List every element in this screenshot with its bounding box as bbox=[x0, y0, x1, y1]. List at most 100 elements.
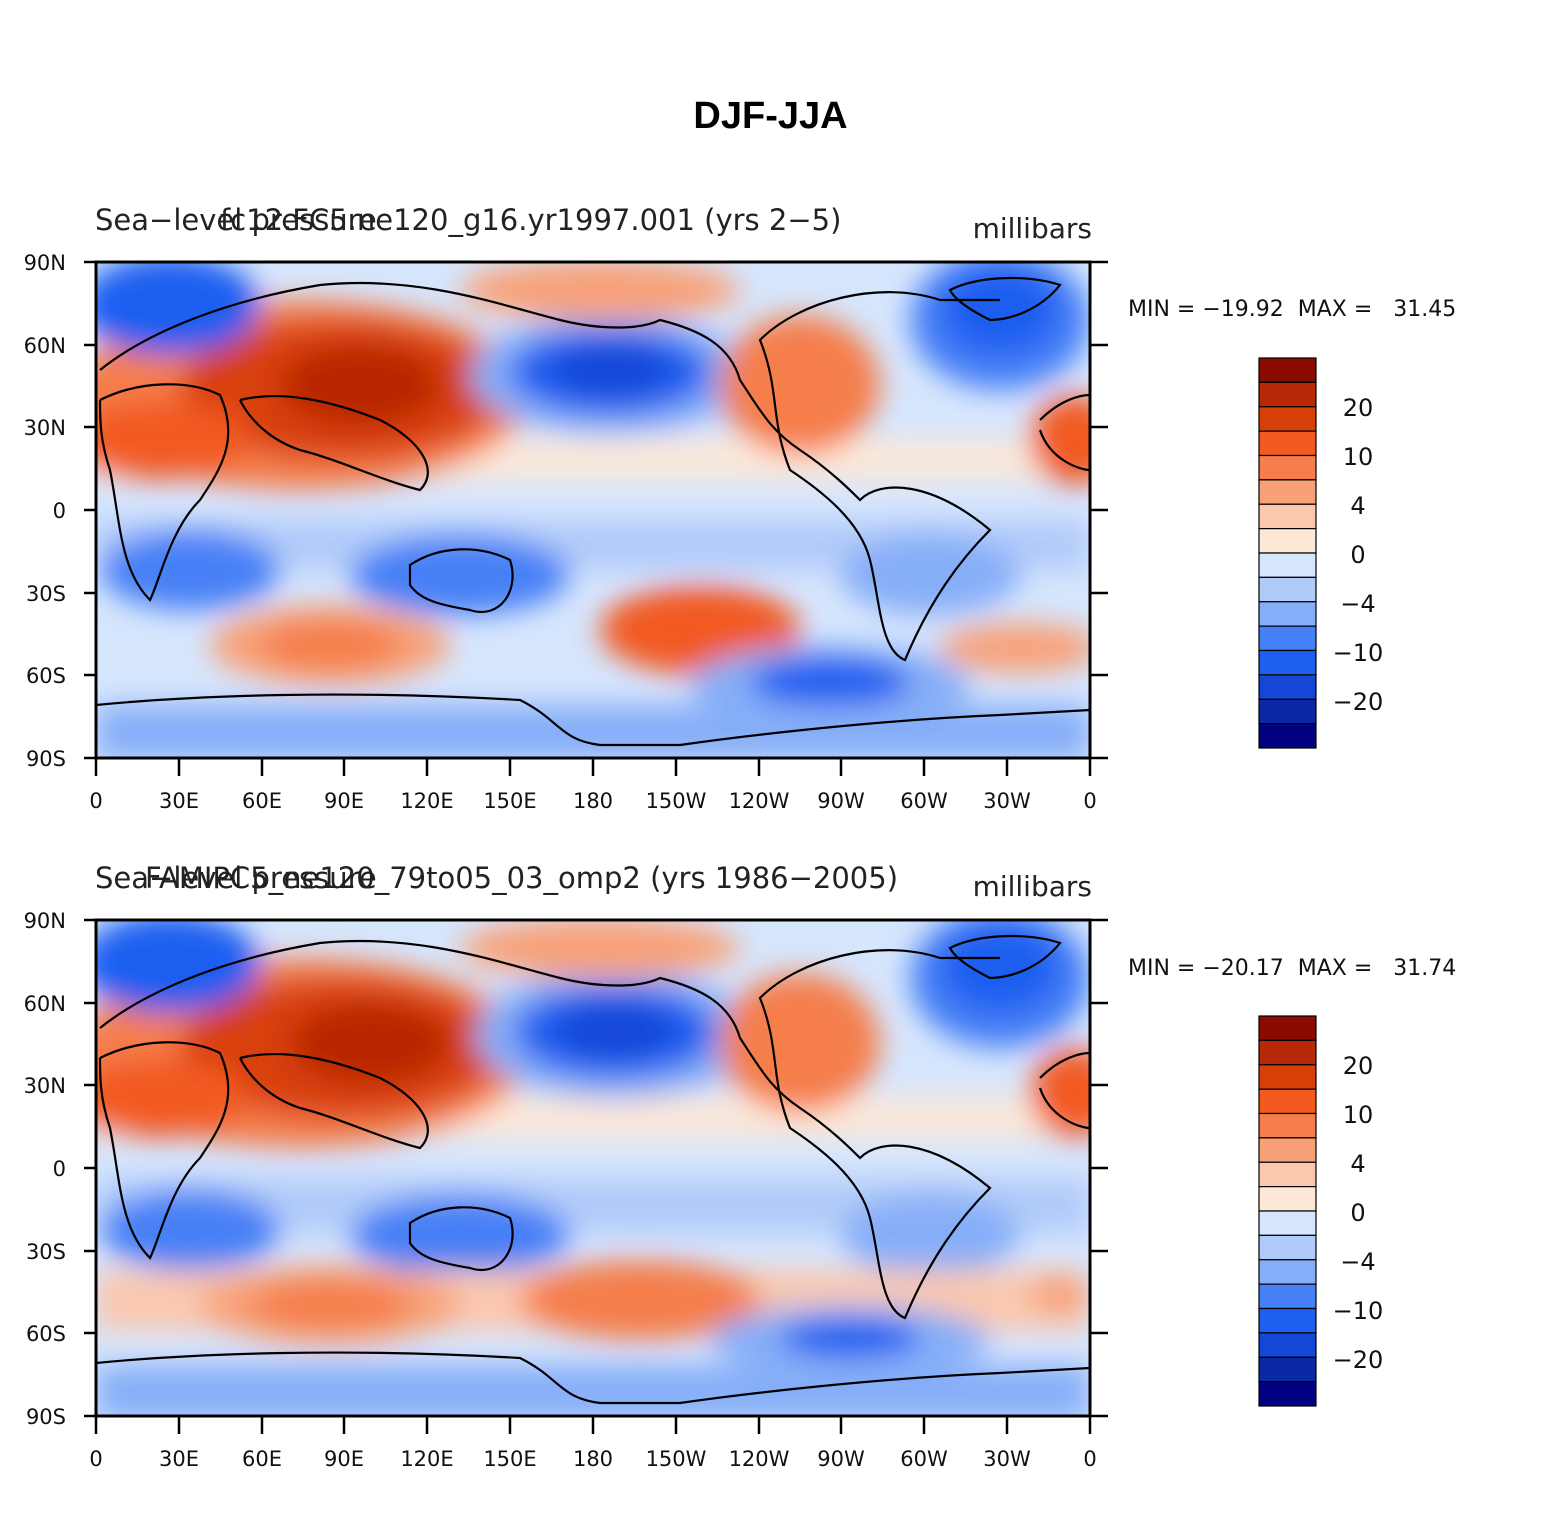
colorbar-swatch bbox=[1258, 1356, 1317, 1383]
top-case-label: fc12.FC5.ne120_g16.yr1997.001 (yrs 2−5) bbox=[220, 203, 841, 237]
colorbar-swatch bbox=[1258, 601, 1317, 627]
bottom-colorbar-label: 0 bbox=[1350, 1199, 1365, 1227]
colorbar-swatch bbox=[1258, 1088, 1317, 1115]
bottom-colorbar-label: 4 bbox=[1350, 1150, 1365, 1178]
bottom-lon-label: 150W bbox=[646, 1447, 707, 1471]
bottom-lon-label: 150E bbox=[483, 1447, 536, 1471]
bottom-lon-label: 60W bbox=[900, 1447, 948, 1471]
bottom-units-label: millibars bbox=[973, 870, 1092, 903]
top-map-field bbox=[96, 262, 1090, 758]
bottom-lon-label: 0 bbox=[1083, 1447, 1096, 1471]
bottom-lon-label: 180 bbox=[573, 1447, 613, 1471]
colorbar-swatch bbox=[1258, 1161, 1317, 1188]
top-lon-label: 180 bbox=[573, 789, 613, 813]
bottom-map-field bbox=[96, 920, 1090, 1416]
colorbar-swatch bbox=[1258, 625, 1317, 652]
top-lon-label: 120E bbox=[400, 789, 453, 813]
colorbar-swatch bbox=[1258, 723, 1317, 749]
colorbar-swatch bbox=[1258, 1332, 1317, 1358]
top-lat-label: 30N bbox=[24, 416, 66, 440]
top-colorbar bbox=[1258, 357, 1317, 749]
top-lon-label: 150E bbox=[483, 789, 536, 813]
bottom-lon-label: 90W bbox=[817, 1447, 865, 1471]
top-lat-label: 60S bbox=[26, 664, 66, 688]
bottom-lat-label: 0 bbox=[53, 1157, 66, 1181]
colorbar-swatch bbox=[1258, 1381, 1317, 1407]
bottom-lon-label: 0 bbox=[89, 1447, 102, 1471]
colorbar-swatch bbox=[1258, 454, 1317, 481]
colorbar-swatch bbox=[1258, 1283, 1317, 1310]
bottom-lon-label: 30W bbox=[983, 1447, 1031, 1471]
top-lon-label: 90E bbox=[324, 789, 364, 813]
colorbar-swatch bbox=[1258, 381, 1317, 408]
bottom-lon-label: 90E bbox=[324, 1447, 364, 1471]
bottom-lon-label: 120E bbox=[400, 1447, 453, 1471]
top-minmax: MIN = −19.92 MAX = 31.45 bbox=[1128, 297, 1456, 322]
colorbar-swatch bbox=[1258, 1234, 1317, 1261]
top-variable-label: Sea−level pressure bbox=[95, 203, 377, 237]
top-axis-ticks bbox=[84, 260, 1108, 776]
bottom-lat-label: 60S bbox=[26, 1322, 66, 1346]
bottom-colorbar bbox=[1258, 1015, 1317, 1407]
colorbar-swatch bbox=[1258, 430, 1317, 457]
colorbar-swatch bbox=[1258, 1112, 1317, 1139]
top-lat-label: 90S bbox=[26, 747, 66, 771]
colorbar-swatch bbox=[1258, 1039, 1317, 1066]
bottom-colorbar-label: −4 bbox=[1340, 1248, 1375, 1276]
colorbar-swatch bbox=[1258, 576, 1317, 603]
colorbar-swatch bbox=[1258, 503, 1317, 530]
bottom-colorbar-label: 20 bbox=[1343, 1052, 1374, 1080]
colorbar-swatch bbox=[1258, 552, 1317, 578]
top-lat-label: 0 bbox=[53, 499, 66, 523]
colorbar-swatch bbox=[1258, 406, 1317, 432]
colorbar-swatch bbox=[1258, 698, 1317, 725]
colorbar-swatch bbox=[1258, 528, 1317, 554]
top-lat-label: 90N bbox=[24, 251, 66, 275]
top-colorbar-label: −4 bbox=[1340, 590, 1375, 618]
top-lon-label: 0 bbox=[89, 789, 102, 813]
colorbar-swatch bbox=[1258, 1210, 1317, 1236]
top-colorbar-label: 4 bbox=[1350, 492, 1365, 520]
bottom-lon-label: 60E bbox=[242, 1447, 282, 1471]
bottom-lat-label: 30S bbox=[26, 1240, 66, 1264]
top-lon-label: 90W bbox=[817, 789, 865, 813]
bottom-variable-label: Sea−level pressure bbox=[95, 861, 377, 895]
top-lon-label: 60W bbox=[900, 789, 948, 813]
top-lon-label: 120W bbox=[729, 789, 790, 813]
top-colorbar-label: 20 bbox=[1343, 394, 1374, 422]
bottom-minmax: MIN = −20.17 MAX = 31.74 bbox=[1128, 956, 1456, 981]
colorbar-swatch bbox=[1258, 1186, 1317, 1212]
top-units-label: millibars bbox=[973, 212, 1092, 245]
top-lat-label: 60N bbox=[24, 334, 66, 358]
colorbar-swatch bbox=[1258, 1064, 1317, 1090]
bottom-lon-label: 30E bbox=[159, 1447, 199, 1471]
colorbar-swatch bbox=[1258, 1259, 1317, 1285]
colorbar-swatch bbox=[1258, 479, 1317, 505]
top-lat-label: 30S bbox=[26, 582, 66, 606]
colorbar-swatch bbox=[1258, 1137, 1317, 1163]
top-lon-label: 150W bbox=[646, 789, 707, 813]
bottom-lat-label: 60N bbox=[24, 992, 66, 1016]
top-colorbar-label: −20 bbox=[1333, 688, 1384, 716]
colorbar-swatch bbox=[1258, 357, 1317, 383]
colorbar-swatch bbox=[1258, 1307, 1317, 1334]
top-colorbar-label: 10 bbox=[1343, 443, 1374, 471]
top-lon-label: 30E bbox=[159, 789, 199, 813]
top-lon-label: 60E bbox=[242, 789, 282, 813]
bottom-colorbar-label: 10 bbox=[1343, 1101, 1374, 1129]
bottom-lat-label: 90N bbox=[24, 909, 66, 933]
top-lon-label: 30W bbox=[983, 789, 1031, 813]
bottom-case-label: FAMIPC5_ne120_79to05_03_omp2 (yrs 1986−2… bbox=[145, 861, 898, 895]
bottom-lat-label: 90S bbox=[26, 1405, 66, 1429]
colorbar-swatch bbox=[1258, 649, 1317, 676]
bottom-colorbar-label: −20 bbox=[1333, 1346, 1384, 1374]
colorbar-swatch bbox=[1258, 1015, 1317, 1041]
top-lon-label: 0 bbox=[1083, 789, 1096, 813]
top-colorbar-label: −10 bbox=[1333, 639, 1384, 667]
bottom-axis-ticks bbox=[84, 918, 1108, 1434]
bottom-colorbar-label: −10 bbox=[1333, 1297, 1384, 1325]
figure-title: DJF-JJA bbox=[693, 95, 848, 137]
top-colorbar-label: 0 bbox=[1350, 541, 1365, 569]
bottom-lat-label: 30N bbox=[24, 1074, 66, 1098]
